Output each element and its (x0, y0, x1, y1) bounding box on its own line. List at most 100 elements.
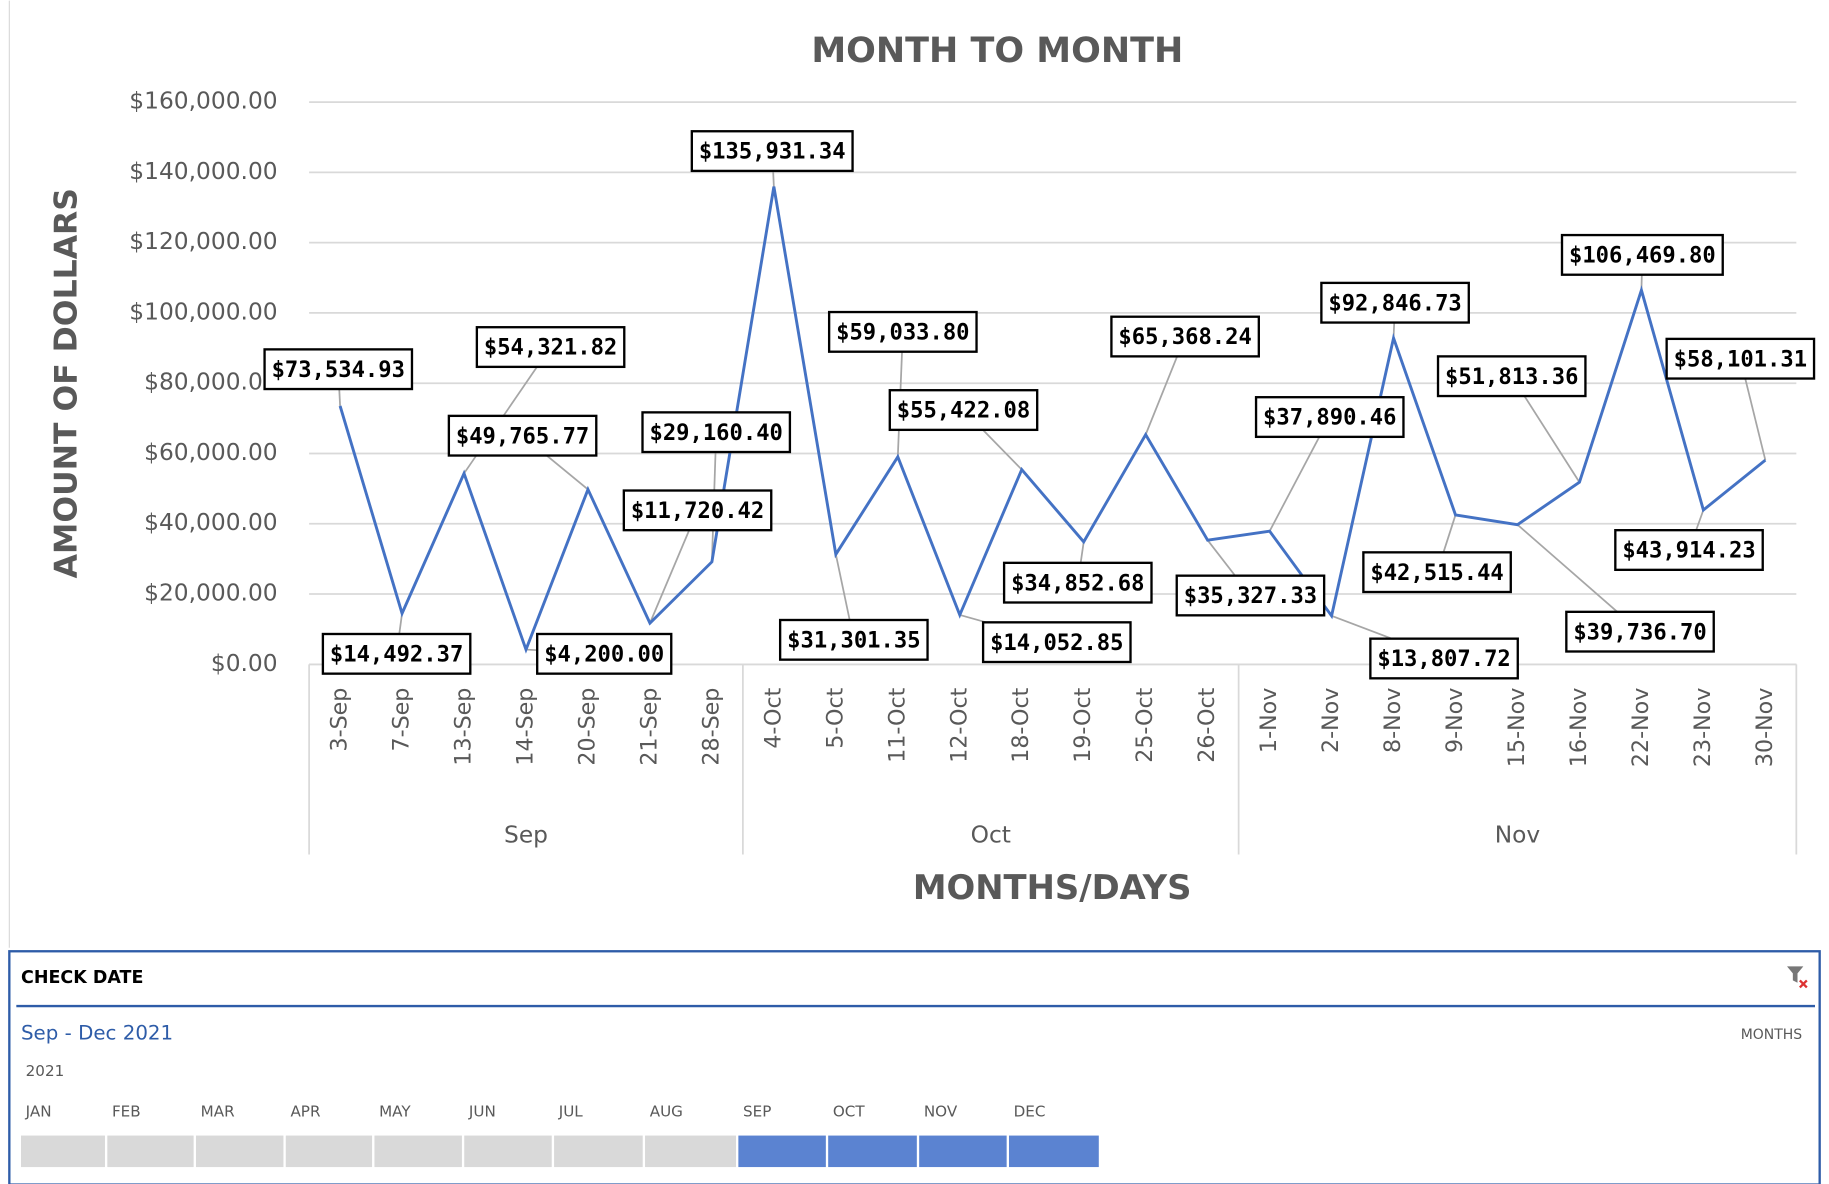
data-label-text: $42,515.44 (1370, 560, 1503, 586)
slicer-level[interactable]: MONTHS (1741, 1027, 1803, 1043)
clear-filter-x[interactable] (1799, 979, 1808, 989)
slicer-month-tile[interactable] (285, 1135, 373, 1168)
data-label: $14,052.85 (981, 621, 1132, 664)
slicer-month-tile[interactable] (645, 1135, 737, 1168)
x-tick-label: 13-Sep (451, 688, 477, 766)
x-tick-label: 30-Nov (1752, 688, 1778, 767)
clear-filter-icon[interactable] (1787, 966, 1804, 983)
slicer-month-tile[interactable] (20, 1135, 105, 1168)
data-label-box (622, 489, 773, 532)
data-label-box (888, 389, 1039, 432)
slicer-month-tile[interactable] (554, 1135, 643, 1168)
data-label-box (1002, 561, 1153, 604)
x-tick-label: 2-Nov (1318, 688, 1344, 753)
slicer-month-tile[interactable] (107, 1135, 194, 1168)
data-label-text: $73,534.93 (272, 357, 405, 383)
data-label-text: $31,301.35 (787, 627, 920, 653)
data-label-box (1254, 396, 1405, 439)
data-label-text: $35,327.33 (1184, 583, 1317, 609)
data-label-box (1369, 637, 1519, 680)
data-label: $34,852.68 (1002, 561, 1153, 604)
data-label: $37,890.46 (1254, 396, 1405, 439)
data-label-text: $43,914.23 (1622, 538, 1755, 564)
data-label-box (536, 632, 673, 675)
data-label: $11,720.42 (622, 489, 773, 532)
y-tick-label: $100,000.00 (129, 298, 277, 325)
x-tick-label: 14-Sep (512, 688, 538, 766)
data-label: $43,914.23 (1614, 529, 1764, 572)
slicer-month-label: JUL (558, 1103, 584, 1121)
x-tick-label: 19-Oct (1070, 687, 1096, 762)
data-label: $135,931.34 (690, 130, 854, 173)
x-tick-label: 12-Oct (946, 687, 972, 762)
data-label-box (981, 621, 1132, 664)
data-label: $59,033.80 (827, 310, 978, 353)
data-label-text: $59,033.80 (836, 320, 969, 346)
x-tick-label: 15-Nov (1504, 688, 1530, 767)
data-label-text: $135,931.34 (699, 139, 846, 165)
data-label-text: $92,846.73 (1328, 290, 1461, 316)
y-axis-title: AMOUNT OF DOLLARS (49, 188, 85, 578)
data-label: $29,160.40 (641, 411, 792, 454)
y-tick-label: $140,000.00 (129, 158, 277, 185)
data-label: $65,368.24 (1110, 315, 1260, 358)
slicer-month-tile[interactable] (919, 1135, 1007, 1168)
data-label: $35,327.33 (1175, 574, 1326, 617)
data-label: $51,813.36 (1436, 355, 1587, 398)
slicer-year: 2021 (26, 1062, 65, 1080)
slicer-month-label: DEC (1014, 1103, 1046, 1121)
x-tick-label: 21-Sep (636, 688, 662, 766)
data-label-box (1665, 337, 1816, 380)
data-label-box (1110, 315, 1260, 358)
x-axis-title: MONTHS/DAYS (913, 868, 1192, 907)
data-label: $13,807.72 (1369, 637, 1519, 680)
slicer-month-tile[interactable] (738, 1135, 826, 1168)
data-label: $31,301.35 (778, 618, 929, 661)
slicer-month-label: APR (290, 1103, 321, 1121)
slicer-month-tile[interactable] (374, 1135, 462, 1168)
x-tick-label: 25-Oct (1132, 687, 1158, 762)
data-label-box (321, 632, 472, 675)
data-label-text: $37,890.46 (1263, 405, 1396, 431)
data-label: $49,765.77 (447, 414, 598, 457)
slicer-month-label: MAR (201, 1103, 235, 1121)
data-label-box (475, 326, 626, 369)
data-label-box (641, 411, 792, 454)
x-tick-label: 5-Oct (822, 687, 848, 748)
data-label-text: $11,720.42 (631, 498, 764, 524)
slicer-month-label: OCT (833, 1103, 866, 1121)
slicer-month-tile[interactable] (828, 1135, 917, 1168)
x-tick-label: 7-Sep (389, 688, 415, 752)
data-label-text: $51,813.36 (1445, 364, 1578, 390)
data-label-box (1175, 574, 1326, 617)
data-label-text: $13,807.72 (1377, 646, 1510, 672)
data-label: $42,515.44 (1362, 551, 1512, 594)
data-label-box (1560, 233, 1724, 276)
data-label-box (690, 130, 854, 173)
slicer-month-tile[interactable] (195, 1135, 284, 1168)
data-label-text: $106,469.80 (1569, 243, 1716, 269)
data-label: $55,422.08 (888, 389, 1039, 432)
slicer-month-label: NOV (924, 1103, 958, 1121)
slicer-month-label: SEP (743, 1103, 771, 1121)
group-label: Oct (971, 821, 1011, 848)
data-label: $58,101.31 (1665, 337, 1816, 380)
x-tick-label: 28-Sep (698, 688, 724, 766)
data-label-text: $34,852.68 (1011, 570, 1144, 596)
x-tick-label: 22-Nov (1628, 688, 1654, 767)
x-tick-label: 1-Nov (1256, 688, 1282, 753)
data-label: $39,736.70 (1565, 610, 1715, 653)
data-label-box (778, 618, 929, 661)
x-tick-label: 16-Nov (1566, 688, 1592, 767)
data-label: $54,321.82 (475, 326, 626, 369)
data-label-text: $65,368.24 (1118, 324, 1251, 350)
group-label: Nov (1495, 821, 1541, 848)
slicer-month-label: AUG (650, 1103, 683, 1121)
data-label: $92,846.73 (1320, 281, 1470, 324)
data-label: $73,534.93 (263, 348, 414, 391)
y-tick-label: $20,000.00 (144, 580, 277, 607)
slicer-month-tile[interactable] (1008, 1135, 1099, 1168)
data-label-box (827, 310, 978, 353)
slicer-month-tile[interactable] (464, 1135, 552, 1168)
